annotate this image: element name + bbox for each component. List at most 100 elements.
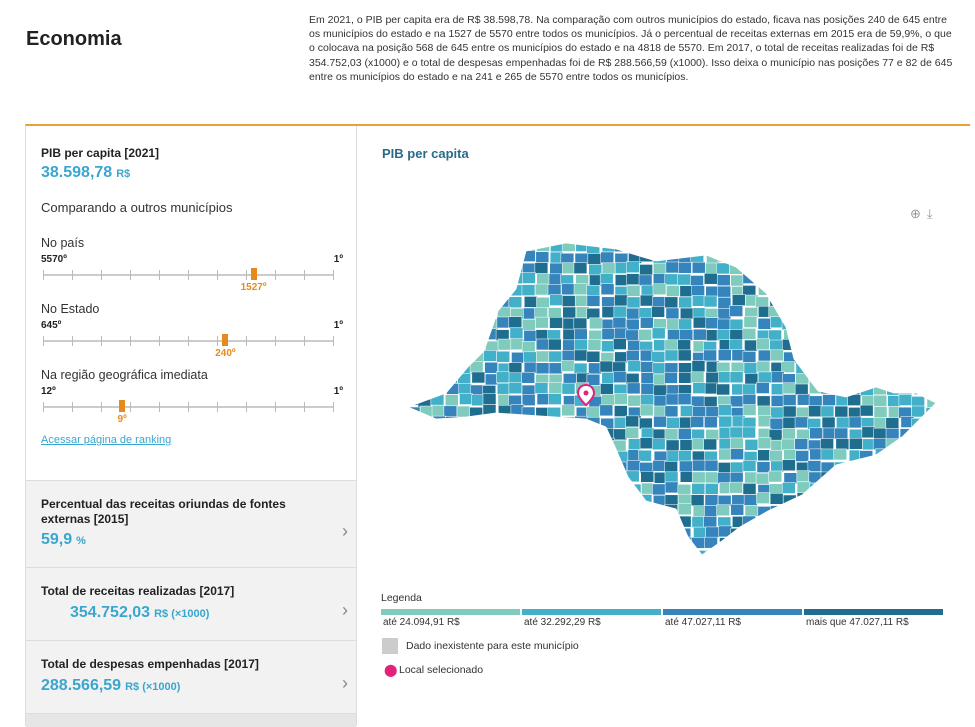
municipality-cell[interactable] xyxy=(485,252,498,263)
municipality-cell[interactable] xyxy=(797,284,810,295)
municipality-cell[interactable] xyxy=(628,340,641,351)
municipality-cell[interactable] xyxy=(485,462,498,473)
municipality-cell[interactable] xyxy=(925,362,938,373)
municipality-cell[interactable] xyxy=(796,374,809,385)
municipality-cell[interactable] xyxy=(823,494,836,505)
municipality-cell[interactable] xyxy=(782,482,795,493)
municipality-cell[interactable] xyxy=(653,363,666,374)
municipality-cell[interactable] xyxy=(407,517,420,528)
municipality-cell[interactable] xyxy=(938,373,946,384)
municipality-cell[interactable] xyxy=(626,416,639,427)
municipality-cell[interactable] xyxy=(821,439,834,450)
municipality-cell[interactable] xyxy=(704,396,717,407)
municipality-cell[interactable] xyxy=(821,472,834,483)
municipality-cell[interactable] xyxy=(602,307,615,318)
municipality-cell[interactable] xyxy=(522,451,535,462)
municipality-cell[interactable] xyxy=(795,241,808,252)
municipality-cell[interactable] xyxy=(485,275,498,286)
municipality-cell[interactable] xyxy=(406,274,419,285)
municipality-cell[interactable] xyxy=(419,418,432,429)
municipality-cell[interactable] xyxy=(808,339,821,350)
municipality-cell[interactable] xyxy=(509,317,522,328)
municipality-cell[interactable] xyxy=(524,504,537,515)
municipality-cell[interactable] xyxy=(406,350,418,361)
municipality-cell[interactable] xyxy=(784,329,797,340)
municipality-cell[interactable] xyxy=(873,273,886,284)
municipality-cell[interactable] xyxy=(432,251,445,262)
municipality-cell[interactable] xyxy=(860,548,873,559)
municipality-cell[interactable] xyxy=(743,351,756,362)
municipality-cell[interactable] xyxy=(758,450,771,461)
municipality-cell[interactable] xyxy=(849,462,862,473)
municipality-cell[interactable] xyxy=(927,493,940,504)
municipality-cell[interactable] xyxy=(940,461,946,472)
municipality-cell[interactable] xyxy=(431,526,444,537)
municipality-cell[interactable] xyxy=(432,537,445,548)
municipality-cell[interactable] xyxy=(834,286,847,297)
municipality-cell[interactable] xyxy=(536,528,549,539)
municipality-cell[interactable] xyxy=(900,317,913,328)
municipality-cell[interactable] xyxy=(821,538,834,549)
municipality-cell[interactable] xyxy=(860,462,873,473)
municipality-cell[interactable] xyxy=(614,429,627,440)
municipality-cell[interactable] xyxy=(925,538,938,549)
municipality-cell[interactable] xyxy=(757,537,770,548)
municipality-cell[interactable] xyxy=(613,440,626,451)
municipality-cell[interactable] xyxy=(901,483,914,494)
municipality-cell[interactable] xyxy=(731,528,744,539)
municipality-cell[interactable] xyxy=(431,450,444,461)
municipality-cell[interactable] xyxy=(782,439,795,450)
municipality-cell[interactable] xyxy=(472,252,485,263)
municipality-cell[interactable] xyxy=(731,560,744,561)
municipality-cell[interactable] xyxy=(679,461,692,472)
municipality-cell[interactable] xyxy=(887,263,900,274)
municipality-cell[interactable] xyxy=(795,329,808,340)
municipality-cell[interactable] xyxy=(914,559,927,561)
municipality-cell[interactable] xyxy=(484,548,497,559)
municipality-cell[interactable] xyxy=(574,450,587,461)
municipality-cell[interactable] xyxy=(470,471,483,482)
municipality-cell[interactable] xyxy=(550,317,563,328)
municipality-cell[interactable] xyxy=(836,307,849,318)
municipality-cell[interactable] xyxy=(874,462,887,473)
municipality-cell[interactable] xyxy=(418,460,431,471)
municipality-cell[interactable] xyxy=(938,483,946,494)
municipality-cell[interactable] xyxy=(821,340,834,351)
municipality-cell[interactable] xyxy=(445,526,458,537)
municipality-cell[interactable] xyxy=(418,251,431,262)
municipality-cell[interactable] xyxy=(601,472,614,483)
municipality-cell[interactable] xyxy=(770,340,783,351)
municipality-cell[interactable] xyxy=(862,539,875,550)
municipality-cell[interactable] xyxy=(419,440,432,451)
municipality-cell[interactable] xyxy=(666,308,679,319)
municipality-cell[interactable] xyxy=(757,361,770,372)
municipality-cell[interactable] xyxy=(665,472,678,483)
municipality-cell[interactable] xyxy=(745,439,758,450)
municipality-cell[interactable] xyxy=(432,494,445,505)
municipality-cell[interactable] xyxy=(769,273,782,284)
municipality-cell[interactable] xyxy=(654,517,667,528)
municipality-cell[interactable] xyxy=(498,286,511,297)
municipality-cell[interactable] xyxy=(873,384,886,395)
municipality-cell[interactable] xyxy=(458,284,471,295)
municipality-cell[interactable] xyxy=(717,473,730,484)
municipality-cell[interactable] xyxy=(783,417,796,428)
municipality-cell[interactable] xyxy=(471,538,484,549)
municipality-cell[interactable] xyxy=(808,273,821,284)
municipality-cell[interactable] xyxy=(795,527,808,538)
municipality-cell[interactable] xyxy=(550,473,563,484)
municipality-cell[interactable] xyxy=(732,537,745,548)
municipality-cell[interactable] xyxy=(640,295,653,306)
municipality-cell[interactable] xyxy=(756,493,769,504)
municipality-cell[interactable] xyxy=(470,318,483,329)
municipality-cell[interactable] xyxy=(471,428,484,439)
municipality-cell[interactable] xyxy=(914,427,927,438)
municipality-cell[interactable] xyxy=(770,418,783,429)
municipality-cell[interactable] xyxy=(719,538,732,549)
municipality-cell[interactable] xyxy=(770,350,783,361)
municipality-cell[interactable] xyxy=(874,395,887,406)
municipality-cell[interactable] xyxy=(574,505,587,516)
municipality-cell[interactable] xyxy=(731,449,744,460)
municipality-cell[interactable] xyxy=(810,560,823,561)
municipality-cell[interactable] xyxy=(602,263,615,274)
